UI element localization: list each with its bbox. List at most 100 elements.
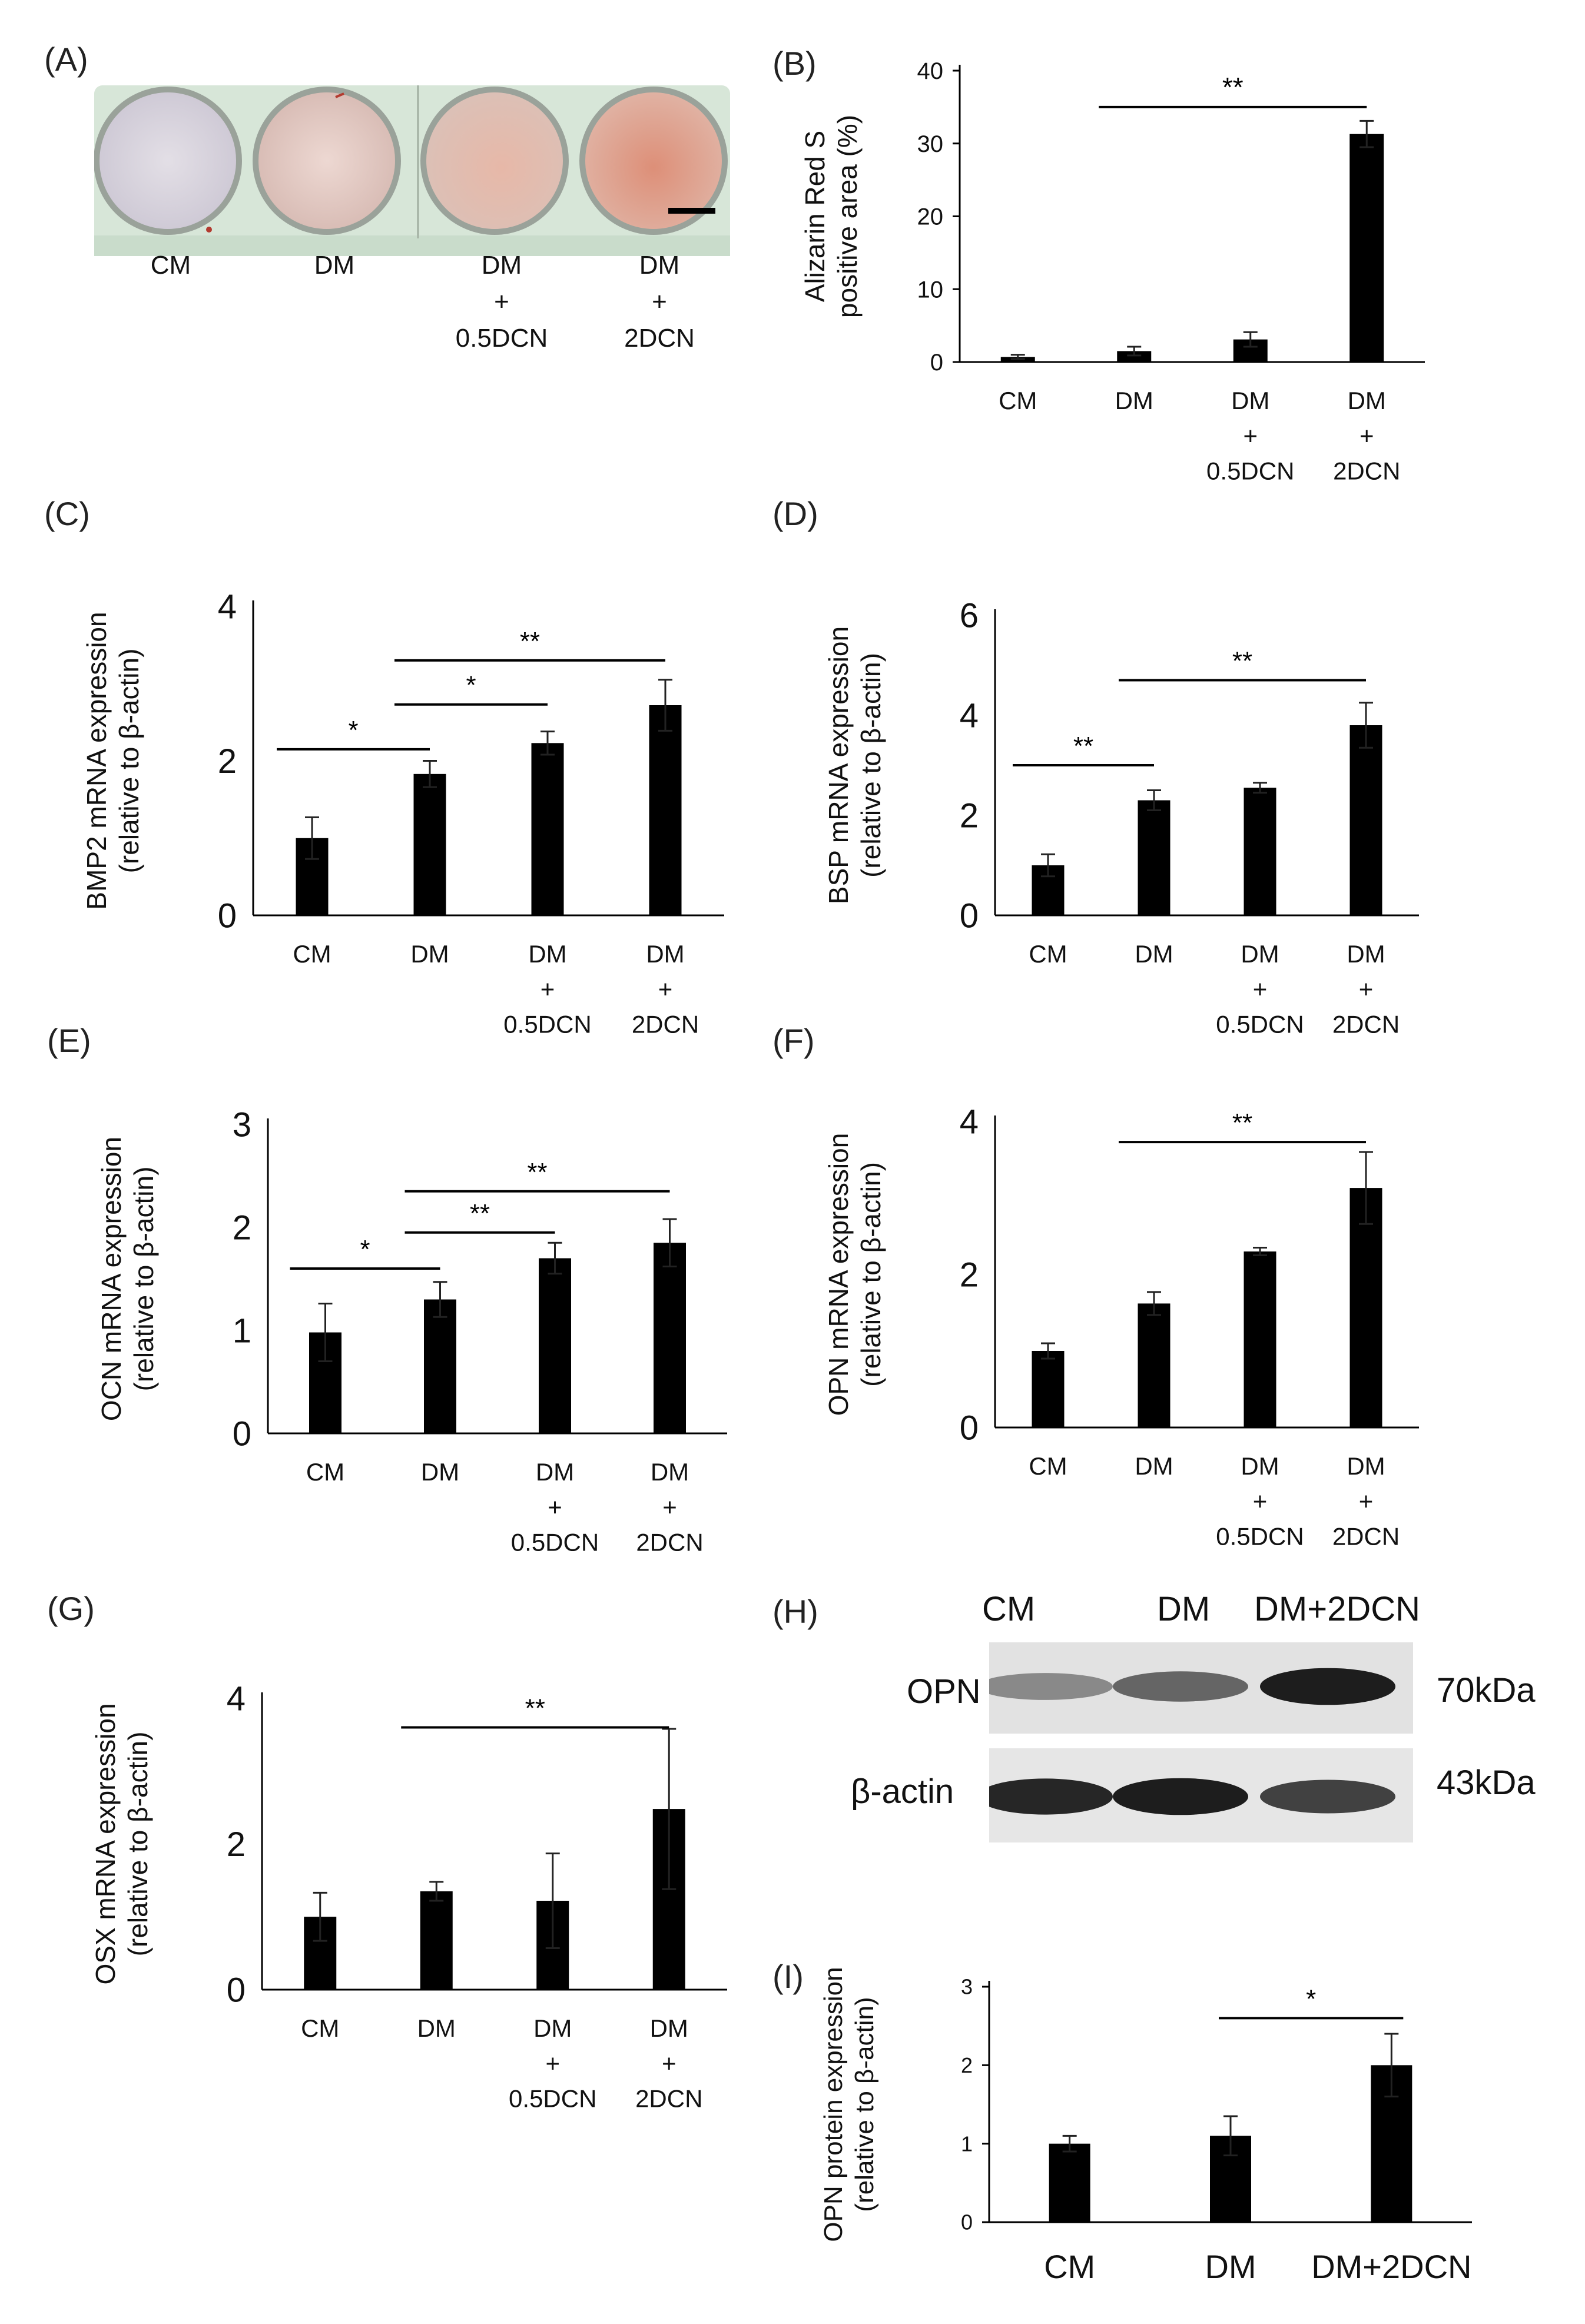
y-axis-label: BSP mRNA expression (relative to β-actin) (823, 626, 886, 904)
chart-bmp2: BMP2 mRNA expression (relative to β-actin… (81, 587, 724, 1036)
panel-label-c: (C) (44, 495, 90, 532)
chart-ocn: OCN mRNA expression (relative to β-actin)… (96, 1105, 727, 1556)
y-axis-label-line: OSX mRNA expression (90, 1703, 121, 1984)
bar (1138, 800, 1170, 915)
y-axis-label-line: BSP mRNA expression (823, 626, 854, 904)
y-axis-label-line: positive area (%) (832, 115, 863, 318)
y-tick-label: 40 (917, 58, 944, 84)
well-label-dm: DM (314, 251, 355, 280)
panel-label-e: (E) (47, 1022, 91, 1059)
x-tick-label: DM+2DCN (635, 2014, 702, 2112)
well-plate-image (94, 85, 730, 256)
blot-size-43kda: 43kDa (1437, 1764, 1536, 1802)
bar (1138, 1303, 1170, 1427)
y-tick-label: 10 (917, 277, 944, 303)
y-axis-label-line: (relative to β-actin) (850, 1997, 879, 2212)
x-tick-label: DM+2DCN (1311, 2248, 1471, 2285)
bar (654, 1243, 686, 1433)
bar (420, 1891, 453, 1990)
y-tick-label: 2 (227, 1825, 246, 1864)
x-tick-label: DM (410, 940, 449, 968)
y-axis-label: OSX mRNA expression (relative to β-actin) (90, 1703, 153, 1984)
panel-label-g: (G) (47, 1590, 95, 1627)
blot-row-label-beta-actin: β-actin (851, 1772, 954, 1811)
blot-band (1260, 1668, 1395, 1705)
bar (1244, 788, 1276, 915)
x-tick-label: CM (293, 940, 331, 968)
x-tick-label: DM +0.5DCN (509, 2014, 596, 2112)
y-tick-label: 30 (917, 131, 944, 157)
y-tick-label: 0 (233, 1415, 251, 1453)
x-tick-label: DM (417, 2014, 456, 2042)
y-tick-label: 0 (960, 897, 979, 935)
y-tick-label: 0 (930, 350, 943, 376)
blot-band (989, 1673, 1113, 1700)
y-tick-label: 6 (960, 596, 979, 635)
y-tick-label: 4 (960, 696, 979, 735)
x-tick-label: CM (1044, 2248, 1095, 2285)
panel-label-b: (B) (772, 45, 817, 82)
significance-label: ** (525, 1694, 545, 1723)
bar (1049, 2143, 1090, 2222)
x-tick-label: DM (1135, 940, 1173, 968)
chart-bsp: BSP mRNA expression (relative to β-actin)… (823, 596, 1419, 1036)
blot-lane-label-cm: CM (982, 1590, 1036, 1628)
bar (1349, 1188, 1382, 1427)
y-axis-label-line: (relative to β-actin) (114, 649, 144, 874)
bar (413, 773, 446, 915)
chart-osx: OSX mRNA expression (relative to β-actin)… (90, 1679, 727, 2112)
well-1 (258, 92, 395, 229)
y-axis-label-line: (relative to β-actin) (855, 1162, 886, 1387)
y-axis-label: BMP2 mRNA expression (relative to β-actin… (81, 612, 144, 909)
panel-label-f: (F) (772, 1022, 815, 1059)
y-tick-label: 2 (960, 1256, 979, 1294)
y-tick-label: 1 (233, 1312, 251, 1350)
blot-row-label-opn: OPN (907, 1672, 981, 1711)
panel-label-i: (I) (772, 1958, 804, 1995)
x-tick-label: CM (1029, 1452, 1067, 1480)
x-tick-label: DM+2DCN (632, 940, 699, 1036)
y-tick-label: 2 (218, 742, 237, 781)
y-axis-label: OCN mRNA expression (relative to β-actin) (96, 1137, 159, 1421)
bar (649, 705, 682, 915)
well-3 (585, 92, 722, 229)
significance-label: * (1306, 1984, 1316, 2013)
y-tick-label: 1 (961, 2132, 973, 2156)
y-axis-label-line: OPN protein expression (819, 1967, 848, 2242)
western-blot-image (989, 1642, 1413, 1842)
y-tick-label: 0 (227, 1971, 246, 2009)
y-tick-label: 2 (961, 2053, 973, 2077)
y-tick-label: 3 (233, 1105, 251, 1144)
panel-label-h: (H) (772, 1593, 818, 1630)
bar (1349, 134, 1384, 362)
significance-label: ** (1232, 1108, 1252, 1137)
significance-label: ** (527, 1158, 547, 1187)
y-tick-label: 0 (218, 897, 237, 935)
y-tick-label: 4 (227, 1679, 246, 1718)
blot-lane-label-dm: DM (1157, 1590, 1211, 1628)
y-axis-label-line: OPN mRNA expression (823, 1133, 854, 1416)
x-tick-label: DM +0.5DCN (1216, 1452, 1304, 1550)
y-axis-label-line: (relative to β-actin) (855, 653, 886, 878)
significance-label: ** (1222, 72, 1244, 102)
bar (1244, 1251, 1276, 1427)
x-tick-label: DM +0.5DCN (1206, 387, 1294, 484)
blot-band (989, 1778, 1113, 1815)
x-tick-label: DM +0.5DCN (511, 1458, 599, 1556)
well-label-dm-2dcn: DM + 2DCN (624, 251, 695, 353)
x-tick-label: DM (1205, 2248, 1256, 2285)
y-axis-label: OPN mRNA expression (relative to β-actin) (823, 1133, 886, 1416)
chart-opn-protein: OPN protein expression (relative to β-act… (819, 1967, 1472, 2285)
blot-band (1113, 1778, 1248, 1815)
well-label-cm: CM (150, 251, 191, 280)
x-tick-label: DM+2DCN (1332, 940, 1400, 1036)
significance-label: ** (470, 1199, 490, 1228)
well-label-dm-05dcn: DM + 0.5DCN (455, 251, 548, 353)
blot-band (1260, 1779, 1395, 1814)
significance-label: * (466, 671, 476, 700)
blot-band (1113, 1671, 1248, 1702)
y-axis-label-line: BMP2 mRNA expression (81, 612, 112, 909)
blot-lane-label-dm-2dcn: DM+2DCN (1254, 1590, 1420, 1628)
